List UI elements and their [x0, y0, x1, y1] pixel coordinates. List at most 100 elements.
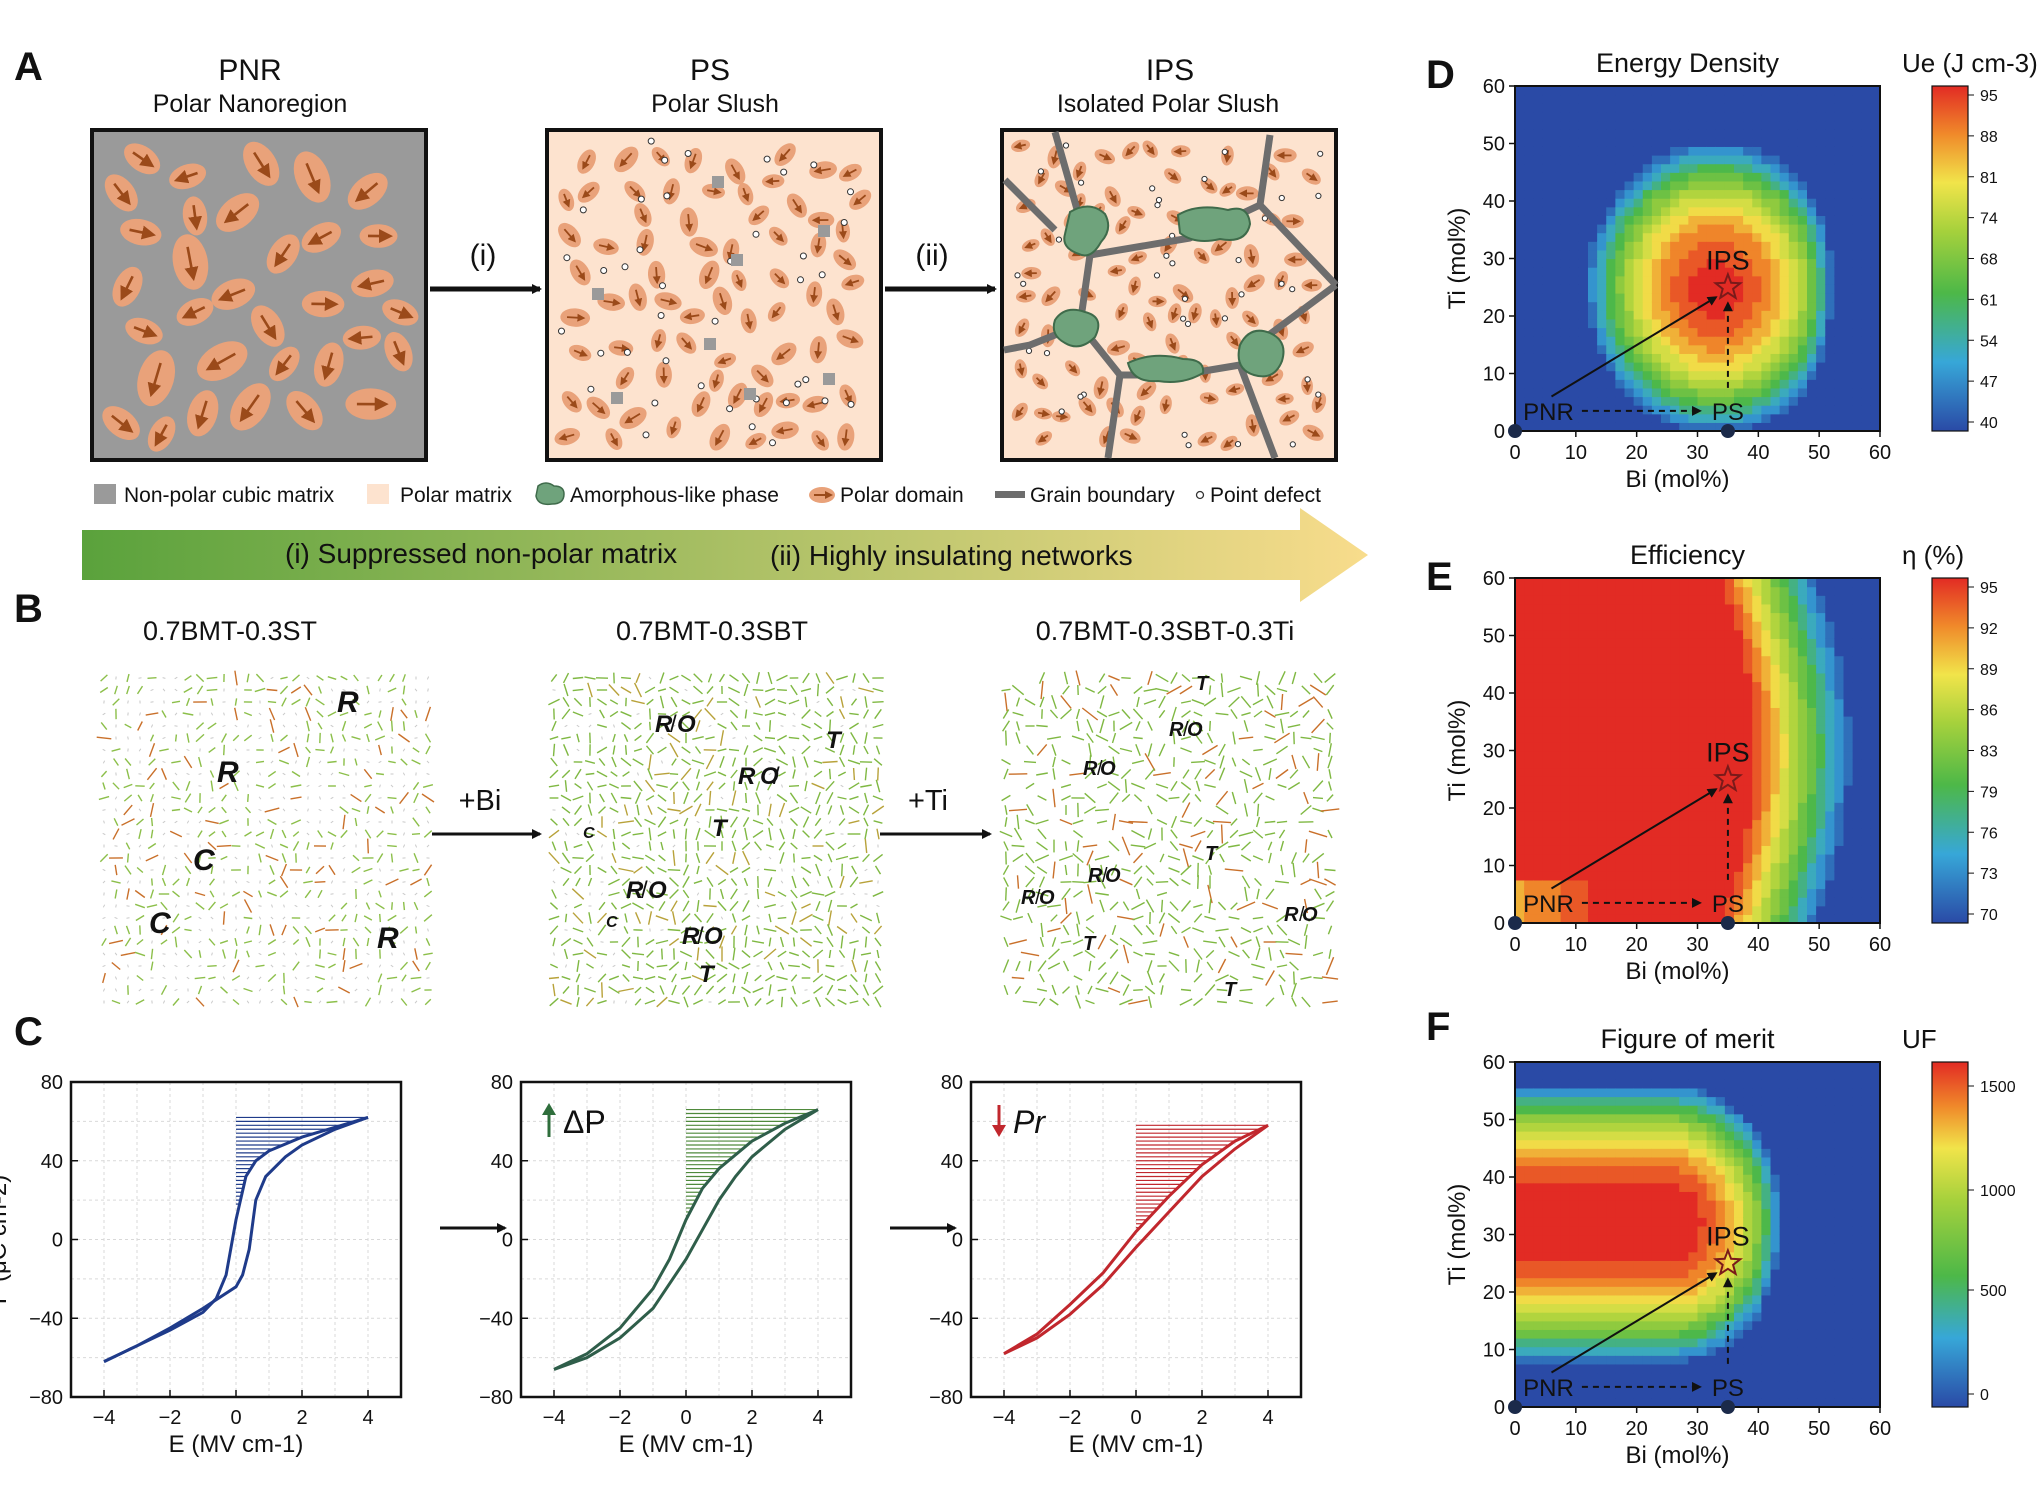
polarization-vector: [763, 747, 777, 753]
polarization-vector: [621, 842, 631, 850]
polarization-vector: [243, 899, 253, 913]
heat-cell: [1615, 301, 1626, 311]
polarization-vector: [620, 686, 632, 694]
polarization-vector: [802, 816, 810, 828]
heat-cell: [1679, 137, 1689, 147]
polarization-vector: [1087, 985, 1093, 995]
polarization-vector: [1179, 843, 1193, 849]
heat-cell: [1807, 336, 1817, 346]
heat-cell: [1688, 103, 1699, 113]
heat-cell: [1533, 836, 1543, 846]
legend-swatch-nonpolar: [94, 484, 116, 504]
domain-arrow: [1221, 185, 1233, 194]
polarization-vector: [377, 721, 383, 731]
heat-cell: [1679, 387, 1689, 398]
heat-cell: [1861, 362, 1872, 372]
polarization-vector: [205, 819, 219, 825]
polarization-vector: [149, 802, 155, 818]
heat-cell: [1679, 129, 1689, 139]
heat-cell: [1661, 284, 1671, 294]
heat-cell: [1715, 232, 1726, 242]
heat-cell: [1797, 379, 1808, 389]
polarization-vector: [645, 938, 655, 946]
polarization-vector: [1038, 876, 1046, 888]
polarization-vector: [427, 724, 429, 728]
polarization-vector: [306, 720, 310, 732]
heat-cell: [1624, 284, 1635, 294]
heat-cell: [1560, 103, 1571, 113]
polarization-vector: [1325, 900, 1335, 912]
polarization-vector: [1143, 842, 1157, 850]
polarization-vector: [597, 866, 607, 874]
polarization-vector: [1193, 816, 1203, 828]
heat-cell: [1569, 241, 1580, 251]
polarization-vector: [765, 974, 775, 982]
polarization-vector: [378, 984, 382, 996]
polarization-vector: [742, 900, 750, 912]
heat-cell: [1533, 275, 1543, 285]
polarization-vector: [1084, 949, 1096, 959]
heat-cell: [1551, 647, 1562, 657]
heat-cell: [1560, 180, 1571, 191]
heat-cell: [1724, 137, 1735, 147]
polarization-vector: [1275, 768, 1289, 780]
heat-cell: [1651, 353, 1662, 363]
heat-cell: [1770, 344, 1781, 354]
heat-cell: [1770, 362, 1781, 372]
polarization-vector: [732, 985, 736, 995]
polarization-vector: [376, 772, 384, 776]
heat-cell: [1560, 318, 1571, 329]
polarization-vector: [560, 999, 572, 1005]
polarization-vector: [872, 891, 884, 897]
heat-cell: [1661, 155, 1671, 165]
polarization-vector: [1302, 710, 1310, 718]
polarization-vector: [826, 710, 834, 718]
polarization-vector: [659, 695, 665, 709]
heat-cell: [1533, 206, 1543, 216]
heat-cell: [1688, 206, 1699, 216]
domain-arrow: [1045, 290, 1056, 303]
polarization-vector: [720, 815, 724, 829]
legend-swatch-defect: [1195, 490, 1205, 500]
heat-cell: [1642, 155, 1653, 165]
heat-cell: [1533, 647, 1543, 657]
polarization-vector: [314, 881, 326, 883]
polarization-vector: [1327, 829, 1333, 839]
heat-cell: [1524, 362, 1534, 372]
polarization-vector: [1108, 745, 1120, 755]
heat-cell: [1788, 405, 1799, 415]
heat-cell: [1542, 155, 1553, 165]
domain-arrow: [741, 187, 750, 203]
heat-cell: [1661, 215, 1671, 225]
polarization-vector: [246, 761, 250, 763]
heat-cell: [1697, 180, 1708, 191]
polarization-vector: [799, 937, 813, 947]
polar-domain: [1311, 392, 1327, 413]
heat-cell: [1569, 284, 1580, 294]
heat-cell: [1743, 198, 1753, 208]
heat-cell: [1752, 163, 1762, 173]
polarization-vector: [1109, 971, 1119, 985]
polarization-vector: [763, 928, 777, 932]
polar-domain: [774, 143, 796, 166]
polarization-vector: [172, 781, 180, 791]
polarization-vector: [1086, 719, 1094, 733]
polarization-vector: [1180, 988, 1192, 992]
heat-cell: [1825, 129, 1835, 139]
polarization-vector: [1062, 685, 1070, 695]
polarization-vector: [1255, 936, 1261, 948]
polarization-vector: [340, 675, 348, 681]
domain-arrow: [771, 306, 782, 319]
heat-cell: [1515, 655, 1525, 665]
polar-domain: [1284, 252, 1308, 267]
polarization-vector: [270, 916, 274, 920]
heat-cell: [1633, 215, 1644, 225]
heat-cell: [1560, 845, 1571, 855]
polarization-vector: [1228, 696, 1240, 708]
heat-cell: [1551, 379, 1562, 389]
heat-cell: [1825, 387, 1835, 398]
polar-domain: [1065, 360, 1081, 377]
polarization-vector: [801, 963, 811, 969]
heat-cell: [1533, 655, 1543, 665]
polarization-vector: [789, 817, 799, 827]
